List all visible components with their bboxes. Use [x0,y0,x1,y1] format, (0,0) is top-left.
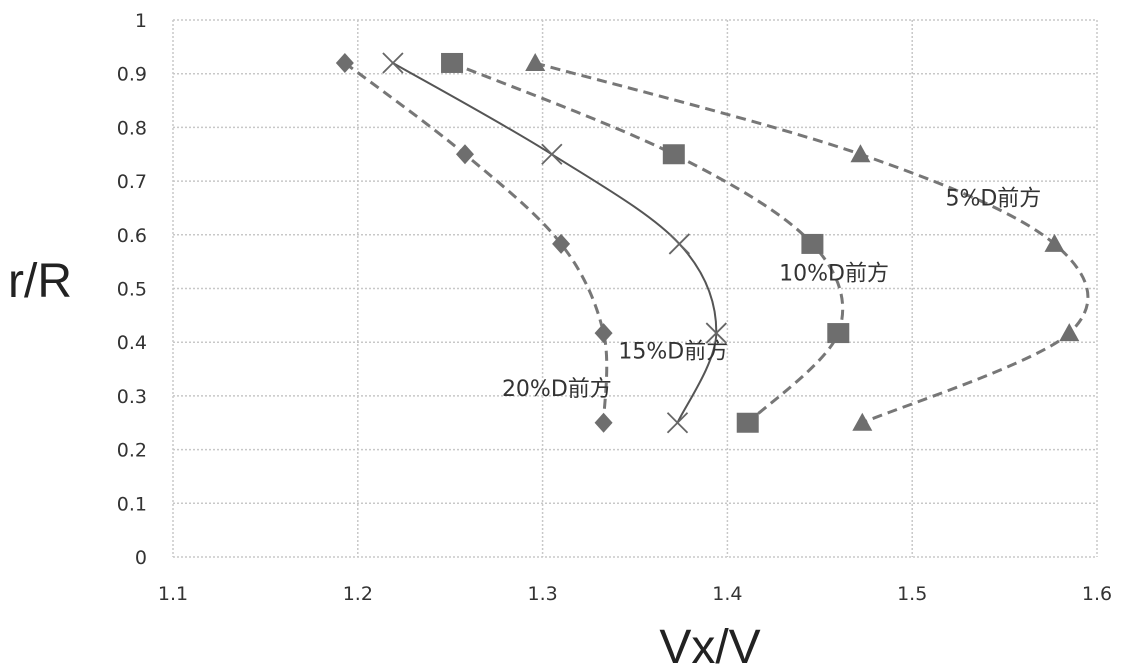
y-tick-label: 0.3 [117,386,147,408]
data-point-triangle [1059,323,1080,342]
y-tick-label: 0.5 [117,279,147,301]
y-tick-label: 0.6 [117,225,147,247]
series-line-1 [534,61,1090,425]
y-tick-label: 0.8 [117,117,147,139]
series-markers [335,52,1080,434]
x-tick-label: 1.4 [712,583,742,605]
series-annotation-2: 10%D前方 [779,261,889,286]
data-point-triangle [850,144,871,163]
data-point-triangle [852,412,873,431]
data-point-diamond [594,323,613,344]
series-line-4 [343,61,609,423]
data-point-diamond [335,52,354,73]
series-lines [343,61,1090,425]
data-point-square [736,412,759,433]
x-axis-title: Vx/V [659,621,760,669]
x-tick-label: 1.6 [1082,583,1112,605]
data-point-triangle [1044,233,1065,252]
series-annotation-4: 20%D前方 [502,377,612,402]
y-tick-label: 0 [135,547,147,569]
tick-labels: 0 0.1 0.2 0.3 0.4 0.5 0.6 0.7 0.8 0.9 1 1.1 1.2 1.3 1.… [117,10,1112,605]
y-tick-label: 0.9 [117,64,147,86]
data-point-x [541,143,563,165]
x-tick-label: 1.3 [527,583,557,605]
x-tick-label: 1.1 [158,583,188,605]
x-tick-label: 1.5 [897,583,927,605]
y-tick-label: 0.2 [117,440,147,462]
data-point-square [827,323,850,344]
series-line-3 [392,62,718,424]
y-axis-title: r/R [8,255,72,308]
series-annotation-1: 5%D前方 [945,186,1041,211]
data-point-square [662,144,685,165]
data-point-x [668,233,690,255]
data-point-x [666,412,689,434]
y-tick-label: 0.1 [117,493,147,515]
y-tick-label: 0.7 [117,171,147,193]
data-point-square [801,233,824,254]
data-point-x [382,52,404,74]
data-point-square [441,52,464,73]
x-tick-label: 1.2 [343,583,373,605]
y-tick-label: 1 [135,10,147,32]
series-annotation-3: 15%D前方 [618,339,728,364]
data-point-x [705,322,727,344]
data-point-triangle [525,52,546,71]
data-point-diamond [455,144,474,165]
data-point-diamond [552,233,571,254]
series-line-2 [451,61,845,424]
data-point-diamond [594,412,613,433]
gridlines [172,19,1098,558]
y-tick-label: 0.4 [117,332,147,354]
